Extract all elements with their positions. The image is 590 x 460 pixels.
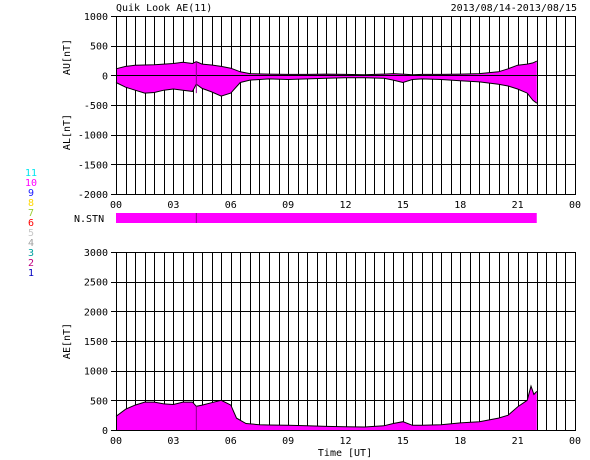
ae-ytick-label: 2500 xyxy=(84,278,108,289)
ae-ytick-label: 3000 xyxy=(84,248,108,259)
station-legend-entry: 5 xyxy=(28,228,34,239)
chart-title: Quik Look AE(11) xyxy=(116,3,212,14)
ae-xtick-label: 03 xyxy=(167,436,179,447)
au-al-xtick-label: 12 xyxy=(339,200,351,211)
ae-area xyxy=(116,386,537,430)
au-al-xtick-label: 15 xyxy=(397,200,409,211)
au-axis-label: AU[nT] xyxy=(62,39,73,75)
au-al-ytick-label: 0 xyxy=(102,71,108,82)
au-al-ytick-label: 500 xyxy=(90,42,108,53)
al-axis-label: AL[nT] xyxy=(62,114,73,150)
nstn-bar xyxy=(116,213,537,223)
ae-xtick-label: 00 xyxy=(569,436,581,447)
au-al-ytick-label: -2000 xyxy=(78,190,108,201)
station-legend-entry: 11 xyxy=(25,168,37,179)
au-al-ytick-label: -1000 xyxy=(78,131,108,142)
ae-xtick-label: 18 xyxy=(454,436,466,447)
ae-ytick-label: 1500 xyxy=(84,337,108,348)
station-legend-entry: 6 xyxy=(28,218,34,229)
station-legend-entry: 1 xyxy=(28,268,34,279)
al-line xyxy=(115,77,538,104)
ae-axis-label: AE[nT] xyxy=(62,323,73,359)
au-al-xtick-label: 06 xyxy=(225,200,237,211)
ae-ytick-label: 500 xyxy=(90,396,108,407)
au-al-ytick-label: -500 xyxy=(84,101,108,112)
au-al-ytick-label: -1500 xyxy=(78,160,108,171)
date-range: 2013/08/14-2013/08/15 xyxy=(451,3,577,14)
ae-xtick-label: 06 xyxy=(225,436,237,447)
ae-ytick-label: 1000 xyxy=(84,367,108,378)
al-area xyxy=(116,75,537,104)
station-legend-entry: 3 xyxy=(28,248,34,259)
station-legend-entry: 10 xyxy=(25,178,37,189)
au-al-xtick-label: 09 xyxy=(282,200,294,211)
ae-ytick-label: 0 xyxy=(102,426,108,437)
ae-frame xyxy=(116,252,576,431)
au-line xyxy=(115,60,538,76)
au-al-xtick-label: 18 xyxy=(454,200,466,211)
au-area xyxy=(116,61,537,76)
ae-xtick-label: 15 xyxy=(397,436,409,447)
x-axis-label: Time [UT] xyxy=(318,448,372,459)
au-al-frame xyxy=(116,16,576,195)
ae-xtick-label: 09 xyxy=(282,436,294,447)
station-legend-entry: 8 xyxy=(28,198,34,209)
au-al-ytick-label: 1000 xyxy=(84,12,108,23)
ae-line xyxy=(115,384,538,428)
au-al-xtick-label: 00 xyxy=(569,200,581,211)
au-al-xtick-label: 00 xyxy=(110,200,122,211)
nstn-label: N.STN xyxy=(74,214,104,225)
au-al-xtick-label: 21 xyxy=(512,200,524,211)
station-legend-entry: 2 xyxy=(28,258,34,269)
au-al-xtick-label: 03 xyxy=(167,200,179,211)
station-legend-entry: 4 xyxy=(28,238,34,249)
ae-xtick-label: 12 xyxy=(339,436,351,447)
ae-xtick-label: 00 xyxy=(110,436,122,447)
station-legend-entry: 7 xyxy=(28,208,34,219)
station-legend-entry: 9 xyxy=(28,188,34,199)
nstn-panel: N.STN xyxy=(74,213,537,225)
ae-ytick-label: 2000 xyxy=(84,307,108,318)
ae-xtick-label: 21 xyxy=(512,436,524,447)
